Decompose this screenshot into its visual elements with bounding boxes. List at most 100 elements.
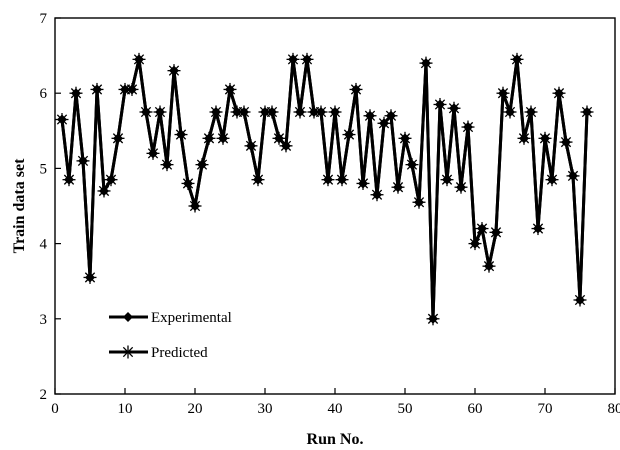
data-point-predicted [90, 82, 104, 96]
y-tick-label: 4 [40, 237, 48, 253]
data-point-predicted [440, 173, 454, 187]
y-tick-label: 5 [40, 161, 48, 177]
data-point-predicted [160, 158, 174, 172]
data-point-predicted [433, 97, 447, 111]
data-point-predicted [559, 135, 573, 149]
data-point-predicted [293, 105, 307, 119]
series-line-predicted [60, 57, 589, 321]
data-point-predicted [349, 82, 363, 96]
data-point-predicted [468, 237, 482, 251]
data-point-predicted [244, 139, 258, 153]
data-point-predicted [573, 293, 587, 307]
legend-marker-diamond [123, 312, 133, 322]
data-point-predicted [83, 270, 97, 284]
data-point-predicted [391, 180, 405, 194]
data-point-predicted [153, 105, 167, 119]
data-point-predicted [461, 120, 475, 134]
x-tick-label: 60 [468, 401, 483, 417]
data-point-predicted [496, 86, 510, 100]
y-tick-label: 2 [40, 387, 48, 403]
data-point-predicted [475, 222, 489, 236]
data-point-predicted [279, 139, 293, 153]
legend-item-experimental: Experimental [109, 310, 232, 326]
data-point-predicted [272, 131, 286, 145]
x-tick-label: 30 [258, 401, 273, 417]
data-point-predicted [363, 109, 377, 123]
legend-item-predicted: Predicted [109, 345, 208, 361]
data-point-predicted [125, 82, 139, 96]
data-point-predicted [503, 105, 517, 119]
y-axis-ticks: 2 3 4 5 6 7 [40, 11, 61, 403]
data-point-predicted [335, 173, 349, 187]
plot-frame [54, 17, 616, 395]
data-point-predicted [62, 173, 76, 187]
data-point-predicted [419, 56, 433, 70]
data-point-predicted [167, 64, 181, 78]
data-point-predicted [314, 105, 328, 119]
data-point-predicted [405, 158, 419, 172]
series-line-experimental [60, 57, 589, 321]
y-tick-label: 6 [40, 86, 48, 102]
data-point-predicted [69, 86, 83, 100]
data-point-predicted [132, 52, 146, 66]
data-point-predicted [356, 176, 370, 190]
data-point-predicted [300, 52, 314, 66]
data-point-predicted [538, 131, 552, 145]
data-point-predicted [202, 131, 216, 145]
data-point-predicted [580, 105, 594, 119]
data-point-predicted [384, 109, 398, 123]
data-point-predicted [552, 86, 566, 100]
data-point-predicted [146, 146, 160, 160]
data-point-predicted [328, 105, 342, 119]
data-point-predicted [265, 105, 279, 119]
data-point-predicted [97, 184, 111, 198]
data-point-predicted [251, 173, 265, 187]
x-tick-label: 0 [51, 401, 59, 417]
x-tick-label: 50 [398, 401, 413, 417]
data-point-predicted [188, 199, 202, 213]
data-point-predicted [524, 105, 538, 119]
data-point-predicted [482, 259, 496, 273]
legend-label: Predicted [151, 345, 208, 361]
legend-label: Experimental [151, 310, 232, 326]
data-point-predicted [566, 169, 580, 183]
data-point-predicted [447, 101, 461, 115]
data-point-predicted [454, 180, 468, 194]
x-axis-title: Run No. [307, 431, 364, 448]
series-layer [55, 52, 594, 326]
x-axis-ticks: 0 10 20 30 40 50 60 70 80 [51, 388, 620, 417]
data-point-predicted [426, 312, 440, 326]
data-point-predicted [139, 105, 153, 119]
data-point-predicted [370, 188, 384, 202]
legend: Experimental Predicted [109, 310, 232, 361]
data-point-predicted [286, 52, 300, 66]
data-point-predicted [181, 176, 195, 190]
data-point-predicted [531, 222, 545, 236]
data-point-predicted [174, 128, 188, 142]
series-predicted [55, 52, 594, 326]
data-point-predicted [55, 113, 69, 127]
data-point-predicted [216, 131, 230, 145]
x-tick-label: 40 [328, 401, 343, 417]
data-point-predicted [223, 82, 237, 96]
data-point-predicted [412, 195, 426, 209]
data-point-predicted [517, 131, 531, 145]
data-point-predicted [111, 131, 125, 145]
data-point-predicted [398, 131, 412, 145]
data-point-predicted [209, 105, 223, 119]
data-point-predicted [237, 105, 251, 119]
data-point-predicted [510, 52, 524, 66]
data-point-predicted [545, 173, 559, 187]
data-point-predicted [104, 173, 118, 187]
y-tick-label: 7 [40, 11, 48, 27]
y-axis-title: Train data set [11, 158, 28, 253]
x-tick-label: 80 [608, 401, 620, 417]
data-point-predicted [342, 128, 356, 142]
data-point-predicted [76, 154, 90, 168]
data-point-predicted [195, 158, 209, 172]
x-tick-label: 20 [188, 401, 203, 417]
x-tick-label: 70 [538, 401, 553, 417]
x-tick-label: 10 [118, 401, 133, 417]
data-point-predicted [489, 225, 503, 239]
